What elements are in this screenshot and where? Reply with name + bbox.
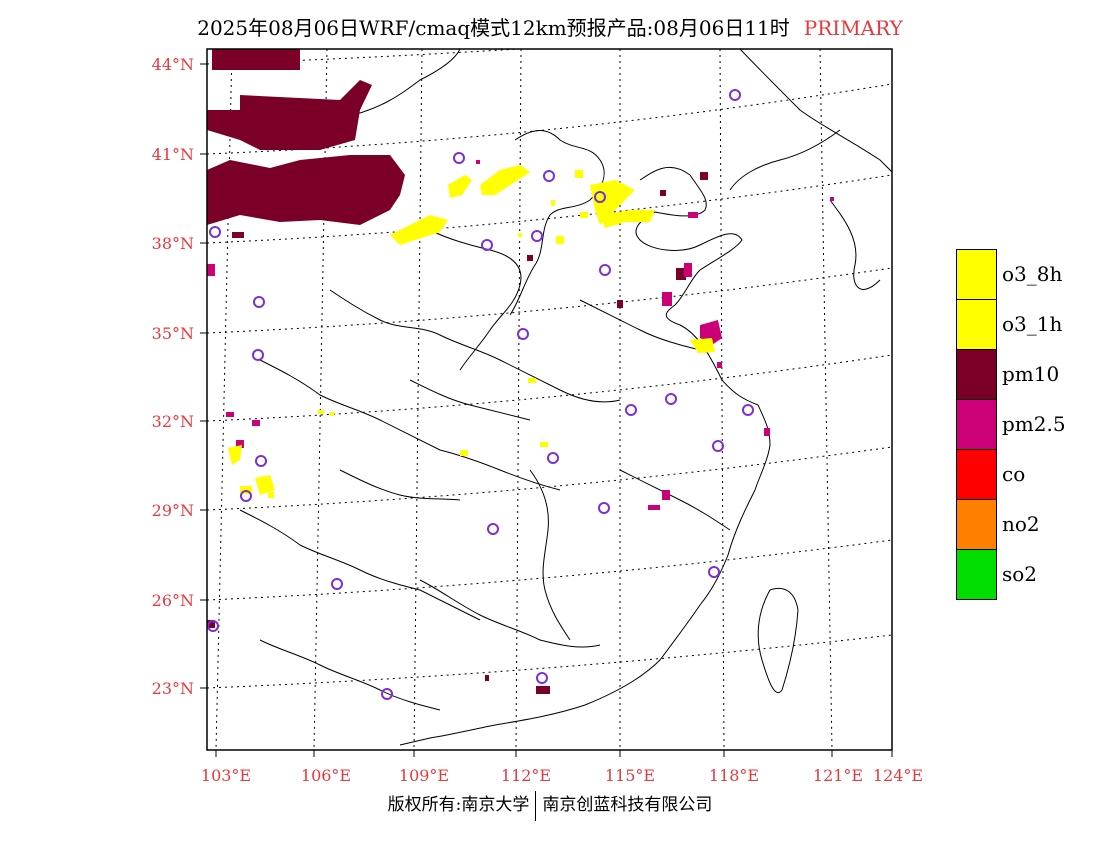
legend-swatch [956,349,997,400]
legend-label: co [1002,462,1026,486]
legend-swatch [956,299,997,350]
legend-item-no2: no2 [956,499,1096,550]
legend-swatch [956,399,997,450]
legend-item-so2: so2 [956,549,1096,600]
longitude-gridlines [215,49,892,750]
lat-label-32: 32°N [151,412,194,431]
legend-item-o3-8h: o3_8h [956,249,1096,300]
legend-label: o3_1h [1002,312,1063,336]
title-tag: PRIMARY [803,16,903,40]
legend-swatch [956,449,997,500]
legend-label: no2 [1002,512,1040,536]
lat-label-23: 23°N [151,679,194,698]
legend-item-pm2-5: pm2.5 [956,399,1096,450]
legend-label: so2 [1002,562,1038,586]
legend-item-o3-1h: o3_1h [956,299,1096,350]
legend-label: pm10 [1002,362,1060,386]
lat-label-44: 44°N [151,55,194,74]
lat-label-38: 38°N [151,234,194,253]
pm10-patches [207,49,708,694]
legend-swatch [956,499,997,550]
copyright-line: 版权所有:南京大学 南京创蓝科技有限公司 [0,790,1100,821]
lon-label-115: 115°E [604,766,656,785]
map-frame [206,48,893,751]
lon-label-106: 106°E [300,766,352,785]
lat-label-26: 26°N [151,591,194,610]
legend-swatch [956,549,997,600]
lon-label-112: 112°E [500,766,552,785]
lon-label-109: 109°E [398,766,450,785]
legend-item-co: co [956,449,1096,500]
legend-item-pm10: pm10 [956,349,1096,400]
tick-marks [200,63,893,757]
lon-label-124: 124°E [872,766,924,785]
lon-label-121: 121°E [812,766,864,785]
legend-label: pm2.5 [1002,412,1066,436]
lat-label-35: 35°N [151,324,194,343]
legend-label: o3_8h [1002,262,1063,286]
copyright-owner: 版权所有:南京大学 [387,795,530,815]
map-title: 2025年08月06日WRF/cmaq模式12km预报产品:08月06日11时 P… [0,12,1100,41]
copyright-company: 南京创蓝科技有限公司 [542,795,713,815]
lon-label-103: 103°E [200,766,252,785]
copyright-separator [535,790,537,821]
title-main: 2025年08月06日WRF/cmaq模式12km预报产品:08月06日11时 [197,16,790,40]
lat-label-29: 29°N [151,501,194,520]
lon-label-118: 118°E [708,766,760,785]
legend-swatch [956,249,997,300]
lat-label-41: 41°N [151,145,194,164]
o3-patches [228,165,715,498]
station-markers [207,89,754,700]
